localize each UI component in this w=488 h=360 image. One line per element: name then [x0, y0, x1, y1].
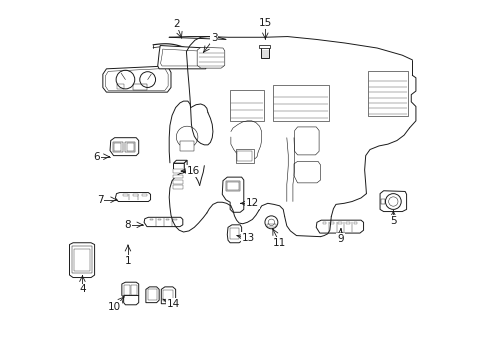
Polygon shape — [379, 191, 406, 212]
Polygon shape — [316, 220, 363, 233]
Bar — [230, 228, 239, 239]
Polygon shape — [145, 287, 159, 303]
Bar — [338, 222, 341, 224]
Polygon shape — [227, 225, 241, 243]
Bar — [367, 71, 407, 116]
Bar — [142, 194, 147, 196]
Text: 2: 2 — [173, 19, 179, 29]
Bar — [322, 222, 325, 224]
Polygon shape — [144, 217, 183, 226]
Bar — [172, 180, 183, 184]
Text: 3: 3 — [210, 33, 217, 43]
Bar — [117, 84, 124, 89]
Bar — [123, 285, 130, 295]
Bar — [125, 141, 135, 152]
Polygon shape — [161, 287, 175, 304]
Bar — [147, 289, 157, 300]
Bar — [237, 151, 252, 161]
Bar — [132, 194, 137, 196]
Polygon shape — [184, 160, 187, 172]
Polygon shape — [69, 243, 94, 278]
Bar — [72, 246, 92, 273]
Text: 7: 7 — [97, 195, 103, 205]
Bar — [172, 175, 183, 178]
Bar — [273, 85, 328, 121]
Text: 13: 13 — [242, 233, 255, 243]
Bar — [131, 285, 136, 295]
Text: 16: 16 — [186, 166, 200, 176]
Bar — [230, 90, 264, 121]
Bar — [225, 181, 240, 192]
Bar — [113, 141, 122, 152]
Text: 4: 4 — [79, 284, 85, 294]
Bar — [227, 182, 238, 190]
Bar — [165, 219, 169, 220]
Bar — [204, 57, 207, 60]
Bar — [74, 249, 90, 271]
Bar — [114, 143, 121, 151]
Text: 15: 15 — [258, 18, 271, 28]
Polygon shape — [102, 66, 171, 92]
Bar — [260, 47, 268, 58]
Text: 14: 14 — [166, 299, 180, 309]
Bar — [380, 199, 384, 204]
Bar — [353, 222, 357, 224]
Text: 1: 1 — [124, 256, 131, 266]
Bar — [163, 290, 172, 301]
Text: 6: 6 — [93, 152, 100, 162]
Polygon shape — [122, 282, 139, 298]
Polygon shape — [110, 138, 139, 156]
Polygon shape — [123, 296, 139, 305]
Text: 5: 5 — [389, 216, 396, 226]
Bar — [180, 141, 194, 151]
Polygon shape — [294, 127, 319, 155]
Polygon shape — [158, 45, 206, 69]
Bar — [345, 222, 349, 224]
Bar — [126, 143, 134, 151]
Polygon shape — [115, 193, 150, 202]
Bar — [173, 219, 177, 220]
Bar — [173, 163, 184, 172]
Polygon shape — [293, 161, 320, 183]
Text: 9: 9 — [337, 234, 343, 244]
Text: 10: 10 — [108, 302, 121, 312]
Polygon shape — [160, 49, 203, 66]
Text: 8: 8 — [124, 220, 131, 230]
Bar — [330, 222, 333, 224]
Polygon shape — [105, 68, 168, 90]
Polygon shape — [222, 177, 244, 212]
Bar — [235, 149, 254, 163]
Text: 12: 12 — [245, 198, 259, 208]
Bar — [259, 45, 269, 48]
Polygon shape — [197, 47, 224, 68]
Bar — [172, 185, 183, 189]
Bar — [172, 169, 183, 173]
Bar — [132, 84, 147, 90]
Text: 11: 11 — [272, 238, 285, 248]
Bar — [149, 219, 153, 220]
Bar — [266, 225, 276, 227]
Bar — [123, 194, 128, 196]
Polygon shape — [173, 160, 187, 163]
Bar — [158, 219, 161, 220]
